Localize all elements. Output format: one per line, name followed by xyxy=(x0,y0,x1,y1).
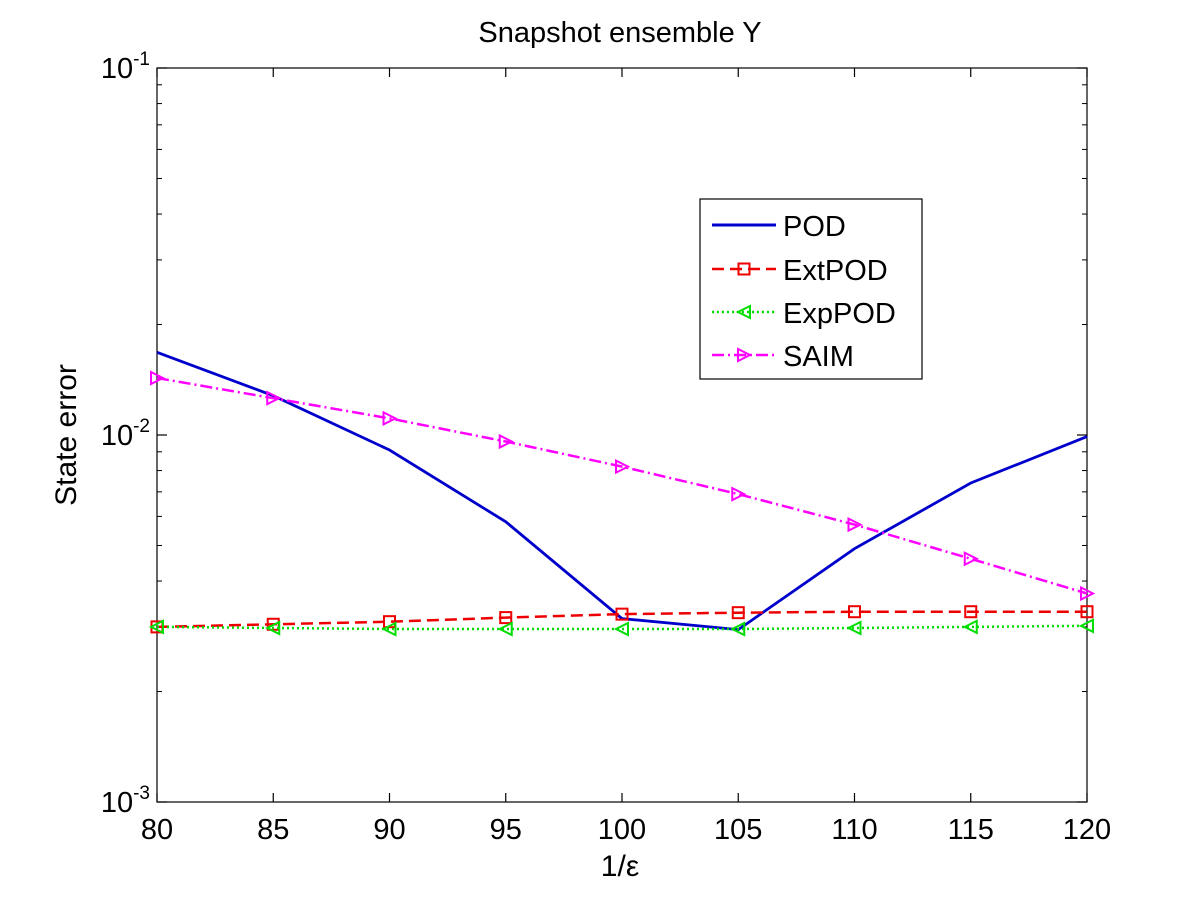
data-point-saim xyxy=(150,370,166,386)
legend-label-saim: SAIM xyxy=(783,341,854,373)
y-tick-exponent: -2 xyxy=(133,416,150,437)
y-tick-exponent: -1 xyxy=(133,49,150,70)
y-axis-label: State error xyxy=(50,364,83,506)
data-point-exppod xyxy=(846,620,862,636)
y-tick-base: 10 xyxy=(101,53,133,85)
data-point-saim xyxy=(382,410,398,426)
x-axis-label: 1/ε xyxy=(601,850,639,883)
series-layer xyxy=(148,350,1096,637)
x-tick-label: 95 xyxy=(490,814,522,846)
data-point-extpod xyxy=(1080,605,1094,619)
y-tick-label: 10-3 xyxy=(101,783,150,819)
data-point-saim xyxy=(1080,585,1096,602)
legend-marker-extpod xyxy=(737,262,751,276)
plot-area xyxy=(156,67,1088,803)
data-point-exppod xyxy=(381,621,397,637)
legend-label-pod: POD xyxy=(783,211,846,243)
chart-title: Snapshot ensemble Y xyxy=(478,17,761,49)
data-point-saim xyxy=(266,390,282,406)
data-point-exppod xyxy=(148,619,164,635)
data-point-saim xyxy=(847,516,863,533)
data-point-extpod xyxy=(383,615,396,629)
y-tick-base: 10 xyxy=(101,420,133,452)
x-tick-label: 120 xyxy=(1063,814,1111,846)
x-tick-label: 90 xyxy=(373,814,405,846)
legend-marker-exppod xyxy=(735,304,751,320)
data-point-saim xyxy=(615,459,631,475)
data-point-exppod xyxy=(1078,618,1094,634)
x-tick-label: 105 xyxy=(714,814,762,846)
series-line-pod xyxy=(156,350,1088,632)
y-tick-label: 10-1 xyxy=(101,49,150,85)
legend-label-exppod: ExpPOD xyxy=(783,298,896,330)
data-point-exppod xyxy=(962,619,978,635)
x-tick-label: 110 xyxy=(831,814,877,846)
data-point-saim xyxy=(731,486,747,502)
legend: POD ExtPOD ExpPOD SAIM xyxy=(699,198,923,380)
data-point-exppod xyxy=(730,621,746,637)
y-tick-base: 10 xyxy=(101,787,133,819)
data-point-extpod xyxy=(615,607,629,621)
x-tick-label: 80 xyxy=(141,814,173,846)
legend-label-extpod: ExtPOD xyxy=(783,255,888,287)
legend-marker-saim xyxy=(737,347,753,363)
y-tick-label: 10-2 xyxy=(101,416,150,452)
x-tick-label: 100 xyxy=(598,814,646,846)
data-point-saim xyxy=(498,433,514,450)
data-point-exppod xyxy=(613,621,629,637)
series-line-exppod xyxy=(156,624,1088,631)
x-tick-label: 115 xyxy=(948,814,994,846)
data-point-extpod xyxy=(499,611,513,625)
data-point-extpod xyxy=(731,606,745,620)
data-point-saim xyxy=(963,551,979,567)
data-point-extpod xyxy=(848,605,861,619)
series-line-saim xyxy=(156,376,1088,595)
data-point-exppod xyxy=(497,621,513,637)
x-tick-label: 85 xyxy=(257,814,289,846)
series-line-extpod xyxy=(156,610,1087,629)
y-tick-exponent: -3 xyxy=(133,783,150,804)
data-point-exppod xyxy=(265,620,281,636)
data-point-extpod xyxy=(964,605,978,619)
